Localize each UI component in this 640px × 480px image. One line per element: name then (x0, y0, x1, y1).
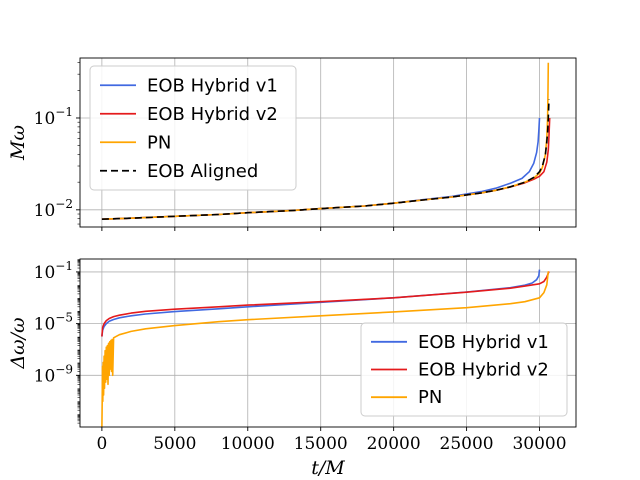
legend-label: PN (418, 387, 442, 408)
series-line-eob-hybrid-v1 (101, 269, 541, 337)
y-tick-label: 10−1 (34, 105, 73, 129)
series-line-eob-hybrid-v2 (101, 271, 550, 337)
y-axis-label: Mω (7, 125, 29, 161)
chart-panel-bottom: 0 5000 10000 15000 20000 25000 30000 10−9 10−5 10… (7, 258, 577, 479)
y-tick-label: 10−9 (34, 362, 73, 386)
x-tick-label: 25000 (440, 434, 494, 454)
y-tick-label: 10−5 (34, 311, 73, 335)
x-tick-label: 30000 (512, 434, 566, 454)
legend-label: EOB Hybrid v1 (147, 75, 278, 96)
legend: EOB Hybrid v1 EOB Hybrid v2 PN (360, 322, 568, 417)
x-tick-label: 20000 (367, 434, 421, 454)
legend-box (89, 65, 297, 191)
series-line-pn (101, 271, 550, 427)
legend-label: EOB Aligned (147, 161, 258, 182)
x-tick-label: 0 (96, 434, 107, 454)
x-axis-label: t/M (311, 457, 345, 479)
x-tick-label: 15000 (294, 434, 348, 454)
y-tick-label: 10−2 (34, 197, 73, 221)
legend-box (360, 322, 568, 417)
legend: EOB Hybrid v1 EOB Hybrid v2 PN EOB Aligned (89, 65, 297, 191)
legend-label: EOB Hybrid v2 (418, 360, 549, 381)
x-tick-label: 5000 (153, 434, 196, 454)
legend-label: PN (147, 132, 171, 153)
series-line-eob-aligned (101, 99, 550, 220)
y-tick-label: 10−1 (34, 259, 73, 283)
y-axis-label: Δω/ω (7, 317, 29, 369)
legend-label: EOB Hybrid v2 (147, 104, 278, 125)
legend-label: EOB Hybrid v1 (418, 332, 549, 353)
x-tick-label: 10000 (221, 434, 275, 454)
plot-frame (79, 57, 577, 228)
